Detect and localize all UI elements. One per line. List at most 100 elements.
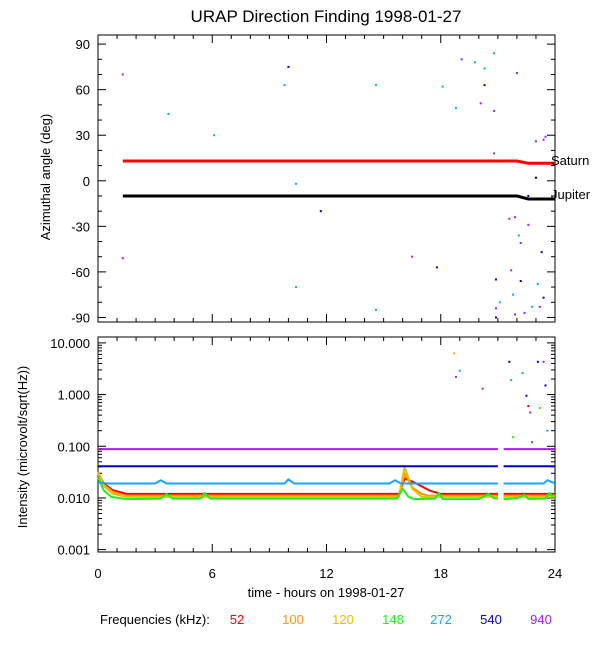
intensity-tick-label: 0.100 [57, 439, 90, 454]
x-tick-label: 18 [434, 566, 448, 581]
direction-point [538, 305, 541, 308]
direction-point [121, 73, 124, 76]
direction-point [542, 296, 545, 299]
direction-point [510, 269, 513, 272]
intensity-panel: 0 6 12 18 24 10.000 1.000 0.100 0.010 0.001 [50, 336, 562, 581]
intensity-frame [97, 336, 556, 553]
azimuth-tick-label: 30 [76, 128, 90, 143]
legend-entry-148: 148 [382, 612, 404, 627]
direction-point [287, 65, 290, 68]
intensity-point [481, 387, 484, 390]
legend-entry-120: 120 [332, 612, 354, 627]
direction-point [441, 85, 444, 88]
direction-point [375, 84, 378, 87]
x-tick-label: 0 [94, 566, 101, 581]
intensity-point [453, 352, 456, 355]
direction-point [295, 286, 298, 289]
direction-point [544, 135, 547, 138]
azimuth-tick-label: -30 [71, 219, 90, 234]
azimuth-frame [97, 34, 556, 323]
x-tick-label: 12 [319, 566, 333, 581]
intensity-point [538, 406, 541, 409]
direction-point [121, 257, 124, 260]
direction-point [508, 217, 511, 220]
direction-point [295, 182, 298, 185]
direction-point [435, 266, 438, 269]
legend-entry-540: 540 [480, 612, 502, 627]
azimuth-tick-label: -60 [71, 265, 90, 280]
intensity-point [458, 369, 461, 372]
direction-point [519, 242, 522, 245]
intensity-point [454, 375, 457, 378]
direction-point [531, 305, 534, 308]
direction-point [494, 316, 497, 319]
intensity-point [542, 360, 545, 363]
azimuth-y-label: Azimuthal angle (deg) [38, 114, 53, 240]
direction-point [494, 278, 497, 281]
legend-entry-272: 272 [430, 612, 452, 627]
intensity-tick-label: 0.010 [57, 491, 90, 506]
intensity-point [512, 436, 515, 439]
chart-title: URAP Direction Finding 1998-01-27 [191, 7, 462, 26]
direction-point [375, 308, 378, 311]
direction-point [483, 67, 486, 70]
legend-entry-52: 52 [230, 612, 244, 627]
direction-point [519, 280, 522, 282]
direction-point [213, 134, 216, 137]
intensity-point [521, 372, 524, 375]
intensity-point [546, 429, 549, 432]
direction-point [512, 293, 515, 296]
jupiter-label: Jupiter [551, 187, 591, 202]
direction-point [534, 176, 537, 179]
direction-point [493, 52, 496, 55]
direction-point [319, 210, 322, 213]
direction-point [514, 216, 517, 219]
x-axis-label: time - hours on 1998-01-27 [248, 585, 405, 600]
intensity-point [527, 405, 530, 408]
intensity-point [525, 394, 528, 397]
intensity-point [544, 384, 547, 387]
direction-point [536, 283, 539, 286]
legend-entry-100: 100 [282, 612, 304, 627]
intensity-series-272 [97, 478, 556, 485]
legend-title: Frequencies (kHz): [100, 612, 210, 627]
direction-point [474, 61, 477, 64]
direction-point [483, 84, 486, 87]
jupiter-track [122, 194, 555, 201]
intensity-tick-label: 1.000 [57, 388, 90, 403]
direction-point [515, 71, 518, 74]
saturn-track [122, 159, 555, 165]
direction-point [454, 106, 457, 109]
direction-point [493, 152, 496, 155]
intensity-point [510, 379, 513, 382]
direction-point [493, 109, 496, 112]
x-tick-label: 6 [209, 566, 216, 581]
direction-point [494, 307, 497, 310]
intensity-series-120 [97, 465, 555, 498]
direction-point [283, 84, 286, 87]
azimuth-tick-label: 60 [76, 83, 90, 98]
intensity-point [531, 441, 534, 444]
legend: 52 100 120 148 272 540 940 [230, 612, 552, 627]
direction-point [514, 313, 517, 316]
azimuth-panel: 90 60 30 0 -30 -60 -90 [71, 34, 556, 325]
direction-point [527, 223, 530, 226]
direction-point [498, 301, 501, 304]
direction-point [517, 234, 520, 237]
intensity-point [529, 411, 532, 414]
legend-entry-940: 940 [530, 612, 552, 627]
direction-point [523, 311, 526, 314]
x-tick-label: 24 [548, 566, 562, 581]
direction-point [411, 255, 414, 258]
azimuth-tick-label: 0 [83, 174, 90, 189]
direction-point [167, 112, 170, 115]
intensity-point [536, 360, 539, 363]
azimuth-tick-label: 90 [76, 37, 90, 52]
intensity-series-148 [97, 476, 556, 501]
direction-point [542, 138, 545, 141]
azimuth-tick-label: -90 [71, 310, 90, 325]
direction-point [534, 140, 537, 143]
saturn-label: Saturn [551, 153, 589, 168]
direction-point [479, 102, 482, 105]
